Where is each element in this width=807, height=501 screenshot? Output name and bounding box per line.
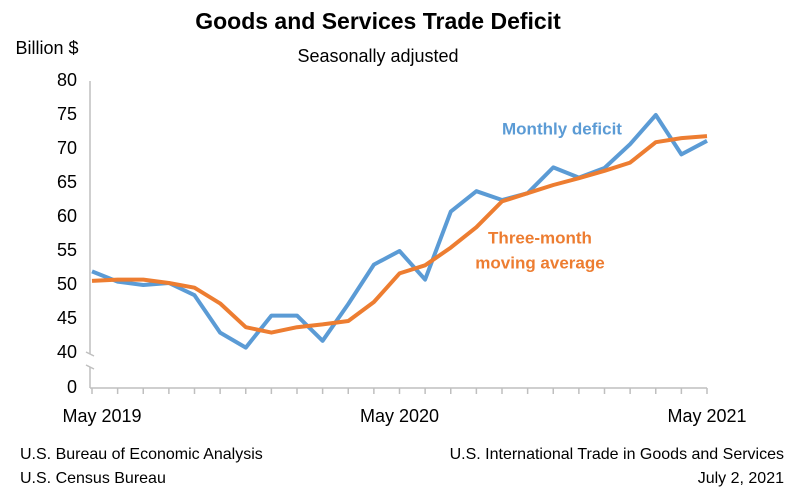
y-tick-label: 60 — [57, 206, 77, 226]
y-tick-label: 50 — [57, 274, 77, 294]
y-tick-label: 55 — [57, 240, 77, 260]
annotation: Three-month — [488, 228, 592, 247]
source-line: U.S. Census Bureau — [20, 470, 166, 487]
y-tick-label: 70 — [57, 138, 77, 158]
source-line: U.S. Bureau of Economic Analysis — [20, 446, 263, 463]
y-tick-label: 75 — [57, 104, 77, 124]
chart-title: Goods and Services Trade Deficit — [195, 8, 561, 34]
release-line: July 2, 2021 — [698, 470, 784, 487]
release-line: U.S. International Trade in Goods and Se… — [450, 446, 784, 463]
x-tick-label: May 2021 — [667, 406, 746, 426]
y-tick-label: 40 — [57, 342, 77, 362]
chart-subtitle: Seasonally adjusted — [297, 46, 458, 66]
y-tick-label: 0 — [67, 377, 77, 397]
y-tick-label: 65 — [57, 172, 77, 192]
annotation: Monthly deficit — [502, 119, 622, 138]
x-tick-label: May 2020 — [360, 406, 439, 426]
y-axis-label: Billion $ — [15, 38, 78, 58]
series-line — [91, 113, 708, 350]
y-tick-label: 45 — [57, 308, 77, 328]
y-tick-label: 80 — [57, 70, 77, 90]
axis-break — [85, 351, 95, 370]
series-line — [91, 134, 708, 335]
x-tick-label: May 2019 — [62, 406, 141, 426]
annotation: moving average — [475, 253, 604, 272]
